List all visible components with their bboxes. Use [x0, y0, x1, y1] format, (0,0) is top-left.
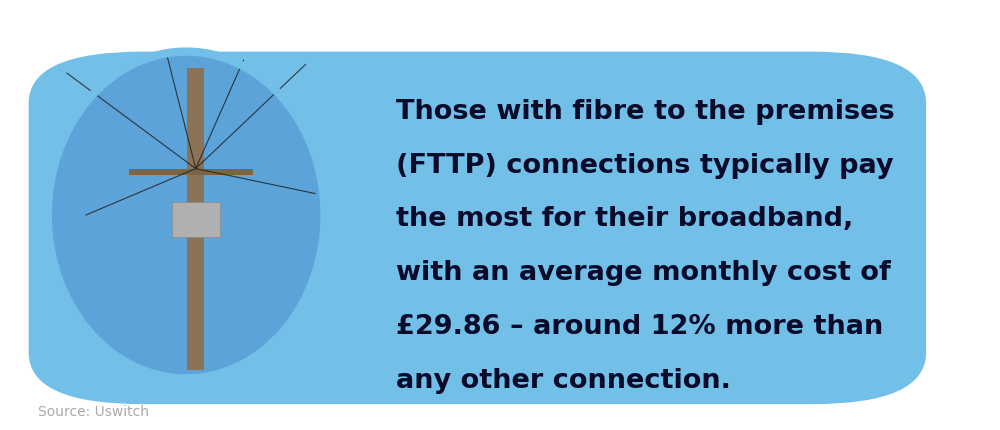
Text: £29.86 – around 12% more than: £29.86 – around 12% more than — [396, 314, 883, 340]
Text: (FTTP) connections typically pay: (FTTP) connections typically pay — [396, 153, 894, 178]
Text: the most for their broadband,: the most for their broadband, — [396, 206, 853, 232]
FancyBboxPatch shape — [172, 202, 220, 237]
FancyBboxPatch shape — [129, 169, 253, 175]
FancyBboxPatch shape — [29, 52, 926, 404]
Text: Source: Uswitch: Source: Uswitch — [38, 405, 149, 419]
Text: with an average monthly cost of: with an average monthly cost of — [396, 260, 891, 286]
Text: any other connection.: any other connection. — [396, 368, 731, 393]
Text: Those with fibre to the premises: Those with fibre to the premises — [396, 99, 895, 125]
Ellipse shape — [48, 52, 325, 378]
FancyBboxPatch shape — [187, 68, 204, 370]
